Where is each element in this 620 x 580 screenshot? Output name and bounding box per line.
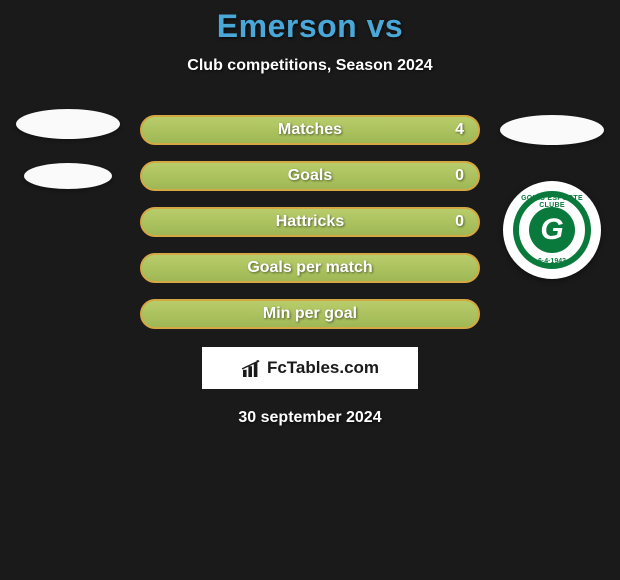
stat-label: Min per goal — [263, 305, 357, 323]
team-badge-letter: G — [529, 207, 575, 253]
stat-right-value: 0 — [455, 167, 464, 185]
team-badge-top-text: GOIÁS ESPORTE CLUBE — [519, 195, 585, 209]
player-avatar-placeholder — [16, 109, 120, 139]
player-avatar-placeholder — [500, 115, 604, 145]
stat-label: Matches — [278, 121, 342, 139]
team-badge-bottom-text: 6·4·1943 — [519, 258, 585, 265]
stat-right-value: 0 — [455, 213, 464, 231]
stat-row-hattricks: Hattricks 0 — [140, 207, 480, 237]
fctables-text: FcTables.com — [267, 358, 379, 378]
main-container: Emerson vs Club competitions, Season 202… — [0, 0, 620, 427]
stat-row-min-per-goal: Min per goal — [140, 299, 480, 329]
stats-area: GOIÁS ESPORTE CLUBE G 6·4·1943 Matches 4… — [0, 115, 620, 427]
page-title: Emerson vs — [0, 8, 620, 45]
team-badge: GOIÁS ESPORTE CLUBE G 6·4·1943 — [503, 181, 601, 279]
left-player-column — [8, 115, 128, 213]
bar-chart-icon — [241, 359, 263, 377]
right-player-column: GOIÁS ESPORTE CLUBE G 6·4·1943 — [492, 115, 612, 279]
stat-right-value: 4 — [455, 121, 464, 139]
stat-row-goals: Goals 0 — [140, 161, 480, 191]
team-badge-ring: GOIÁS ESPORTE CLUBE G 6·4·1943 — [513, 191, 591, 269]
stat-label: Goals per match — [247, 259, 372, 277]
stat-row-matches: Matches 4 — [140, 115, 480, 145]
fctables-brand[interactable]: FcTables.com — [202, 347, 418, 389]
team-avatar-placeholder — [24, 163, 112, 189]
date-text: 30 september 2024 — [0, 409, 620, 427]
page-subtitle: Club competitions, Season 2024 — [0, 57, 620, 75]
stat-label: Goals — [288, 167, 332, 185]
stat-rows: Matches 4 Goals 0 Hattricks 0 Goals per … — [140, 115, 480, 329]
stat-row-goals-per-match: Goals per match — [140, 253, 480, 283]
stat-label: Hattricks — [276, 213, 344, 231]
